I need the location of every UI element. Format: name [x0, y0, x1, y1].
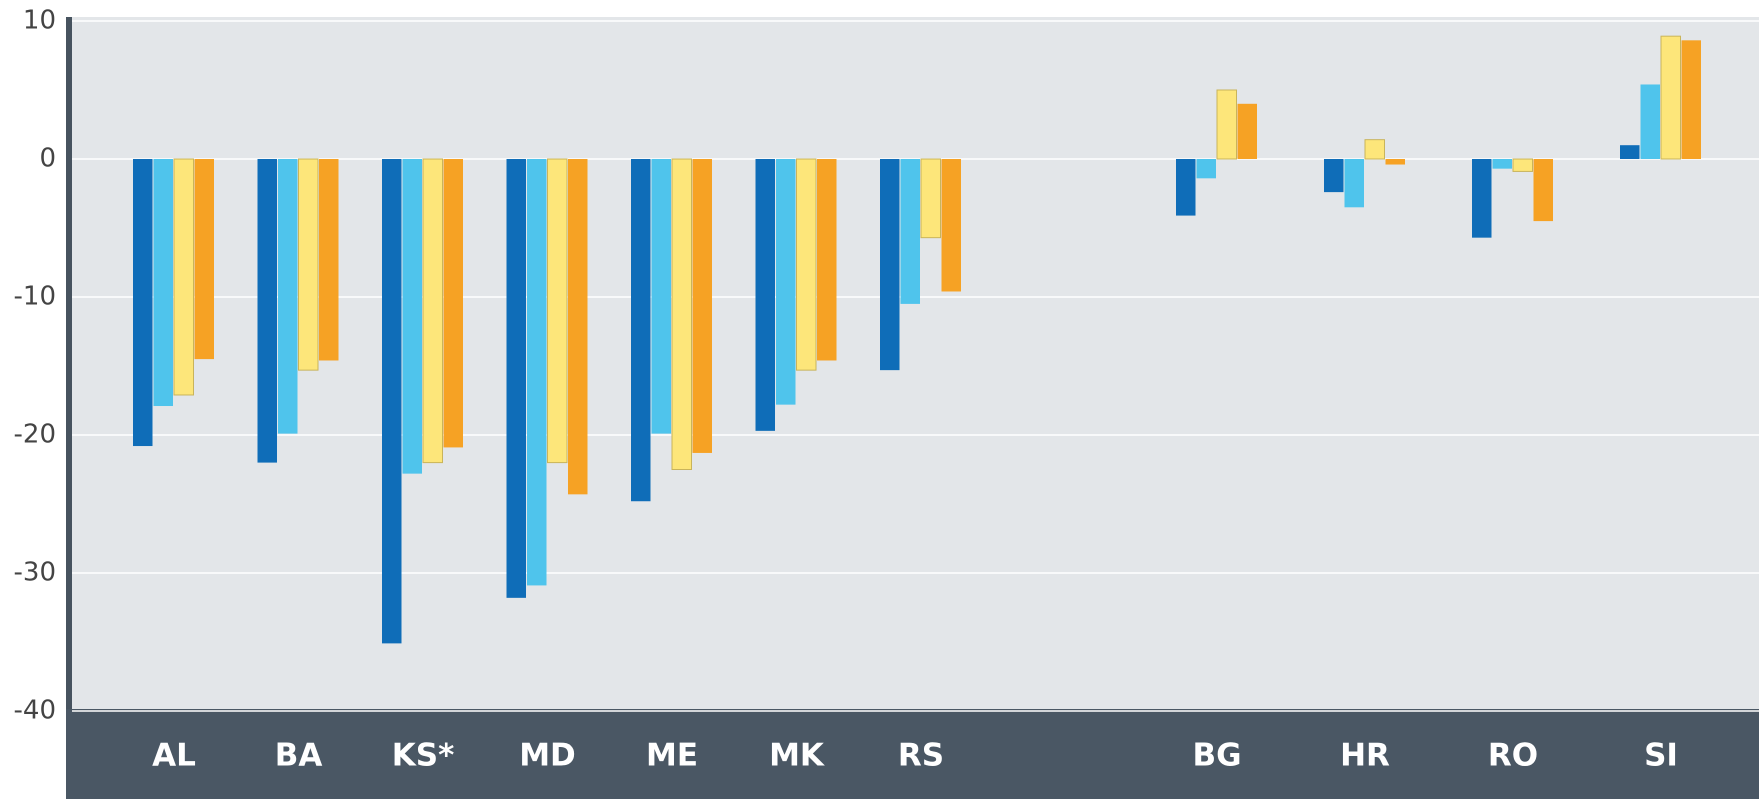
x-tick-label: SI [1644, 738, 1678, 774]
x-tick-label: AL [152, 738, 196, 774]
bar [382, 159, 402, 644]
bar [1216, 89, 1237, 160]
bar [631, 159, 651, 502]
y-tick-label: 0 [39, 144, 56, 174]
x-tick-label: BA [275, 738, 323, 774]
bar [796, 158, 817, 371]
bar [298, 158, 319, 371]
bar [194, 159, 214, 360]
bar [900, 159, 920, 304]
bar [920, 158, 941, 239]
x-tick-label: MD [519, 738, 576, 774]
x-tick-label: MK [769, 738, 825, 774]
bar [319, 159, 339, 361]
x-tick-label: KS* [392, 738, 455, 774]
bar [692, 159, 712, 453]
bar [755, 159, 775, 431]
bar [776, 159, 796, 405]
bar [422, 158, 443, 464]
x-tick-label: RO [1488, 738, 1538, 774]
bar [278, 159, 298, 434]
y-axis-bar [66, 17, 72, 711]
bar [1196, 159, 1216, 179]
x-tick-label: ME [646, 738, 698, 774]
y-tick-label: -40 [14, 696, 56, 726]
y-tick-label: -30 [14, 558, 56, 588]
bar [1344, 159, 1364, 208]
bar [527, 159, 547, 586]
bar [1472, 159, 1492, 238]
y-tick-label: -20 [14, 420, 56, 450]
bar [1512, 158, 1533, 172]
bar [173, 158, 194, 396]
bar [1492, 159, 1512, 169]
bar [1364, 139, 1385, 160]
bar [1237, 103, 1257, 159]
bar [817, 159, 837, 361]
bar [547, 158, 568, 464]
bar [941, 159, 961, 292]
bar [1660, 35, 1681, 160]
x-tick-label: RS [898, 738, 944, 774]
x-tick-label: BG [1192, 738, 1241, 774]
bar [651, 159, 671, 434]
y-tick-label: 10 [23, 6, 56, 36]
bar [1620, 145, 1640, 159]
bar [443, 159, 463, 448]
y-tick-label: -10 [14, 282, 56, 312]
bar [1176, 159, 1196, 216]
bar [1324, 159, 1344, 193]
bar [568, 159, 588, 495]
bar [671, 158, 692, 470]
bar [1681, 40, 1701, 159]
bar [1385, 159, 1405, 165]
bar [880, 159, 900, 371]
x-tick-label: HR [1340, 738, 1390, 774]
plot-background [72, 17, 1759, 711]
bar [506, 159, 526, 598]
bar [402, 159, 422, 474]
bar [153, 159, 173, 407]
bar [1533, 159, 1553, 222]
bar [257, 159, 277, 463]
x-axis-band [66, 709, 1759, 799]
bar [1640, 84, 1660, 159]
bar [133, 159, 153, 447]
